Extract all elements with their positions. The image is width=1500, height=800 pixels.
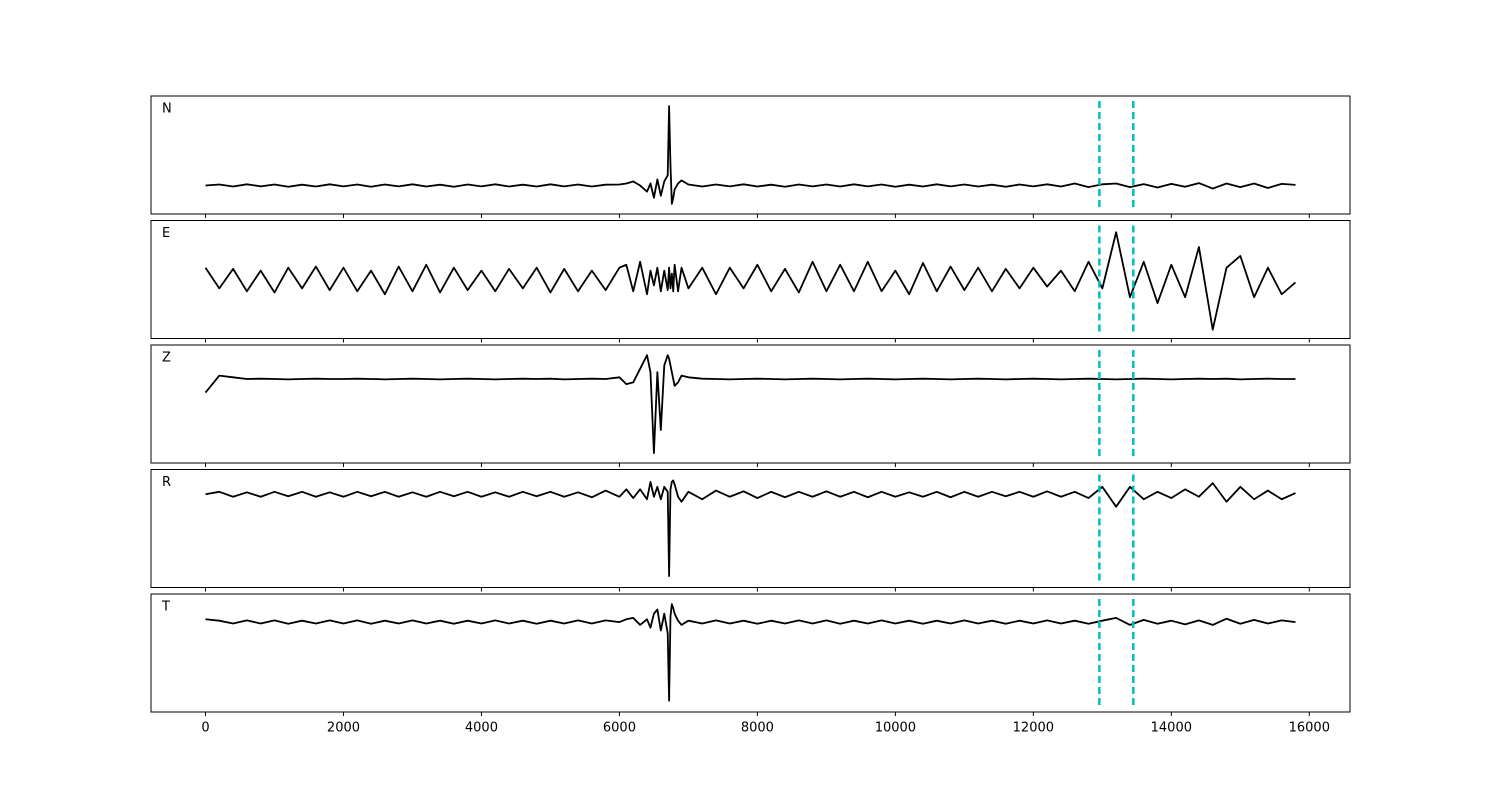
panel-label: Z (162, 351, 171, 366)
waveform (205, 479, 1296, 577)
panel-frame (150, 593, 1351, 713)
x-tick-label: 10000 (875, 721, 916, 736)
x-tick-label: 8000 (741, 721, 774, 736)
x-tick-label: 0 (201, 721, 209, 736)
x-tick-label: 16000 (1289, 721, 1330, 736)
panel-label: T (161, 600, 170, 615)
panel-label: E (162, 226, 170, 241)
panel-frame (150, 95, 1351, 215)
waveform (204, 231, 1297, 331)
x-tick-label: 6000 (603, 721, 636, 736)
panel-label: R (162, 475, 171, 490)
x-tick-label: 4000 (465, 721, 498, 736)
x-tick-label: 12000 (1013, 721, 1054, 736)
panel-frame (150, 469, 1351, 588)
panel-label: N (162, 102, 172, 117)
x-tick-label: 2000 (327, 721, 360, 736)
x-tick-label: 14000 (1151, 721, 1192, 736)
panel-frame (150, 344, 1351, 464)
panel-frame (150, 220, 1351, 339)
waveform (204, 354, 1296, 455)
waveform (205, 603, 1296, 702)
waveform (205, 105, 1296, 205)
